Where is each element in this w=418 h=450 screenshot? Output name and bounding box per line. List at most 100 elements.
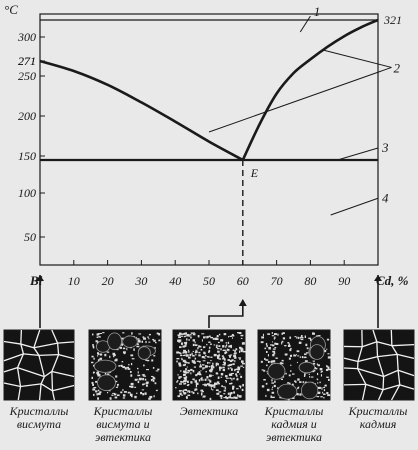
eutectic-lamella [134, 395, 137, 399]
eutectic-lamella [97, 355, 99, 357]
eutectic-lamella [227, 341, 230, 344]
eutectic-lamella [207, 383, 211, 386]
eutectic-lamella [273, 333, 277, 336]
eutectic-lamella [220, 376, 223, 378]
eutectic-lamella [222, 357, 225, 360]
primary-crystal [93, 359, 117, 373]
eutectic-lamella [221, 355, 224, 357]
eutectic-lamella [142, 375, 144, 377]
eutectic-lamella [242, 366, 245, 368]
grain-boundary [382, 376, 385, 390]
eutectic-lamella [234, 369, 236, 372]
eutectic-lamella [197, 335, 200, 338]
eutectic-lamella [327, 356, 331, 359]
grain-boundary [3, 353, 24, 362]
eutectic-lamella [273, 384, 276, 388]
eutectic-lamella [115, 358, 118, 361]
eutectic-lamella [185, 389, 188, 392]
eutectic-lamella [281, 332, 284, 335]
eutectic-lamella [235, 348, 238, 351]
eutectic-lamella [234, 396, 238, 399]
primary-crystal [300, 381, 319, 400]
eutectic-lamella [148, 341, 151, 343]
eutectic-lamella [233, 353, 237, 355]
eutectic-lamella [227, 367, 230, 370]
eutectic-lamella [200, 348, 203, 351]
eutectic-lamella [96, 371, 100, 375]
eutectic-lamella [226, 344, 228, 347]
eutectic-lamella [123, 347, 126, 350]
eutectic-lamella [239, 373, 241, 375]
eutectic-lamella [201, 377, 203, 380]
eutectic-lamella [212, 337, 215, 340]
eutectic-lamella [152, 338, 155, 341]
eutectic-lamella [124, 367, 127, 370]
eutectic-lamella [183, 349, 187, 352]
eutectic-lamella [303, 356, 307, 359]
eutectic-lamella [185, 332, 188, 335]
eutectic-lamella [277, 333, 279, 336]
eutectic-lamella [212, 362, 214, 365]
eutectic-lamella [294, 336, 297, 338]
eutectic-lamella [184, 354, 186, 356]
eutectic-lamella [233, 377, 235, 380]
eutectic-lamella [230, 368, 233, 371]
eutectic-lamella [128, 385, 132, 388]
arrow-bi-head [36, 275, 44, 281]
eutectic-lamella [261, 336, 265, 339]
x-axis-left-element: Bi [30, 273, 43, 288]
eutectic-lamella [92, 346, 95, 349]
eutectic-lamella [238, 357, 242, 359]
eutectic-lamella [309, 376, 311, 378]
grain-boundary [51, 354, 60, 372]
eutectic-lamella [193, 378, 195, 381]
eutectic-lamella [208, 346, 211, 349]
eutectic-lamella [267, 373, 269, 375]
eutectic-lamella [218, 391, 222, 393]
eutectic-lamella [186, 384, 189, 387]
arrow-eutectic [208, 300, 244, 328]
eutectic-lamella [310, 376, 314, 378]
eutectic-lamella [234, 360, 236, 363]
eutectic-lamella [198, 379, 201, 382]
eutectic-lamella [144, 378, 147, 381]
micro-connector-arrows [36, 275, 382, 328]
eutectic-lamella [210, 336, 214, 339]
eutectic-lamella [205, 370, 207, 373]
eutectic-lamella [230, 363, 233, 366]
eutectic-lamella [223, 333, 227, 336]
eutectic-lamella [113, 393, 117, 396]
eutectic-lamella [228, 354, 232, 356]
eutectic-lamella [312, 332, 315, 335]
eutectic-lamella [312, 369, 316, 372]
eutectic-lamella [241, 342, 245, 345]
eutectic-lamella [158, 339, 161, 342]
eutectic-lamella [91, 381, 94, 385]
eutectic-lamella [201, 333, 205, 335]
eutectic-lamella [178, 383, 182, 385]
eutectic-lamella [153, 339, 156, 342]
eutectic-lamella [185, 343, 187, 346]
eutectic-lamella [176, 351, 180, 354]
eutectic-lamella [272, 353, 275, 357]
eutectic-lamella [232, 363, 235, 366]
eutectic-lamella [130, 374, 133, 377]
eutectic-lamella [176, 360, 178, 363]
eutectic-lamella [146, 359, 150, 362]
eutectic-lamella [183, 389, 187, 391]
eutectic-lamella [183, 371, 187, 374]
eutectic-lamella [320, 371, 323, 373]
eutectic-lamella [178, 362, 181, 365]
eutectic-lamella [287, 344, 291, 347]
eutectic-lamella [130, 385, 134, 388]
eutectic-lamella [184, 363, 186, 366]
x-tick-label-40: 40 [169, 274, 181, 288]
eutectic-lamella [266, 345, 268, 348]
eutectic-lamella [228, 336, 230, 338]
eutectic-lamella [272, 348, 276, 350]
eutectic-lamella [210, 356, 213, 358]
eutectic-lamella [92, 344, 94, 347]
eutectic-lamella [270, 395, 272, 399]
eutectic-lamella [228, 349, 230, 352]
grain-boundary [20, 343, 25, 355]
